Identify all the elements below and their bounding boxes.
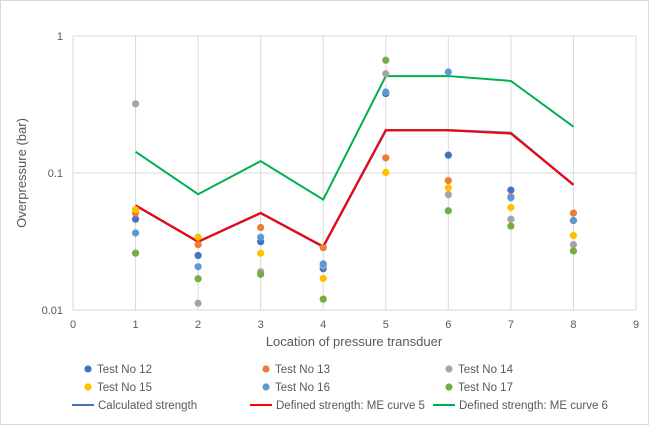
x-tick-label: 1 <box>132 319 138 331</box>
legend-item: Defined strength: ME curve 6 <box>433 400 608 412</box>
point-test-no-15 <box>257 249 265 257</box>
x-tick-label: 9 <box>633 319 639 331</box>
point-test-no-17 <box>569 247 578 255</box>
legend-marker-swatch <box>445 383 453 391</box>
line-defined-strength-me-curve-5 <box>135 129 575 249</box>
point-test-no-17 <box>194 275 202 283</box>
point-test-no-12 <box>194 251 202 260</box>
point-test-no-15 <box>569 231 578 240</box>
legend-label: Test No 14 <box>458 364 514 376</box>
point-test-no-13 <box>444 177 452 185</box>
point-test-no-13 <box>257 223 265 232</box>
point-test-no-16 <box>319 260 327 268</box>
legend-item: Test No 13 <box>262 364 330 376</box>
point-test-no-17 <box>319 295 327 303</box>
x-tick-label: 7 <box>508 319 514 331</box>
point-test-no-17 <box>131 249 140 257</box>
legend-item: Test No 12 <box>84 364 152 376</box>
point-test-no-17 <box>444 207 452 215</box>
legend-label: Test No 15 <box>97 382 152 394</box>
point-test-no-14 <box>194 299 202 307</box>
series-lines <box>134 75 575 249</box>
point-test-no-13 <box>382 154 390 162</box>
point-test-no-14 <box>569 241 578 249</box>
legend-label: Defined strength: ME curve 6 <box>459 400 608 412</box>
legend-item: Defined strength: ME curve 5 <box>250 400 425 412</box>
legend-marker-swatch <box>84 383 92 391</box>
x-tick-label: 5 <box>383 319 389 331</box>
legend-item: Test No 15 <box>84 382 152 394</box>
legend-label: Defined strength: ME curve 5 <box>276 400 425 412</box>
point-test-no-16 <box>257 233 265 241</box>
legend: Test No 12 Test No 13 Test No 14 Test No 15… <box>72 364 608 412</box>
legend-label: Test No 16 <box>275 382 330 394</box>
line-defined-strength-me-curve-6 <box>134 75 575 201</box>
point-test-no-16 <box>382 88 390 96</box>
point-test-no-15 <box>131 206 140 214</box>
point-test-no-15 <box>319 274 327 283</box>
y-tick-label: 0.1 <box>48 168 63 180</box>
point-test-no-16 <box>444 68 452 76</box>
y-axis-label: Overpressure (bar) <box>14 118 29 228</box>
y-tick-label: 1 <box>57 31 63 43</box>
legend-item: Test No 17 <box>445 382 513 394</box>
y-tick-label: 0.01 <box>42 305 63 317</box>
point-test-no-12 <box>444 151 452 159</box>
point-test-no-13 <box>569 209 578 217</box>
point-test-no-14 <box>444 191 452 199</box>
x-axis-label: Location of pressure transduer <box>266 334 443 349</box>
point-test-no-15 <box>382 168 390 177</box>
legend-item: Test No 14 <box>445 364 514 376</box>
point-test-no-15 <box>444 184 452 192</box>
point-test-no-16 <box>569 216 578 225</box>
legend-label: Test No 12 <box>97 364 152 376</box>
x-tick-label: 6 <box>445 319 451 331</box>
x-tick-label: 2 <box>195 319 201 331</box>
legend-marker-swatch <box>262 365 270 373</box>
point-test-no-13 <box>194 241 202 249</box>
x-tick-label: 0 <box>70 319 76 331</box>
legend-item: Calculated strength <box>72 400 197 412</box>
point-test-no-12 <box>507 186 515 194</box>
point-test-no-12 <box>131 215 140 223</box>
legend-marker-swatch <box>445 365 453 373</box>
gridlines <box>72 35 637 311</box>
legend-marker-swatch <box>262 383 270 391</box>
x-tick-label: 4 <box>320 319 326 331</box>
point-test-no-17 <box>257 270 265 278</box>
point-test-no-14 <box>382 70 390 78</box>
x-tick-label: 3 <box>258 319 264 331</box>
point-test-no-13 <box>319 244 327 252</box>
point-test-no-16 <box>194 263 202 271</box>
legend-marker-swatch <box>84 365 92 373</box>
point-test-no-14 <box>131 100 140 108</box>
x-tick-label: 8 <box>570 319 576 331</box>
point-test-no-15 <box>194 233 202 241</box>
point-test-no-16 <box>131 229 140 237</box>
point-test-no-14 <box>507 215 515 223</box>
point-test-no-17 <box>382 56 390 64</box>
legend-item: Test No 16 <box>262 382 330 394</box>
legend-label: Test No 17 <box>458 382 513 394</box>
point-test-no-15 <box>507 203 515 212</box>
legend-label: Calculated strength <box>98 400 197 412</box>
series-points <box>131 56 578 307</box>
legend-label: Test No 13 <box>275 364 330 376</box>
tick-labels: 0 1 2 3 4 5 6 7 8 9 0.01 0.1 1 <box>42 31 639 331</box>
point-test-no-17 <box>507 222 515 230</box>
point-test-no-16 <box>507 194 515 202</box>
